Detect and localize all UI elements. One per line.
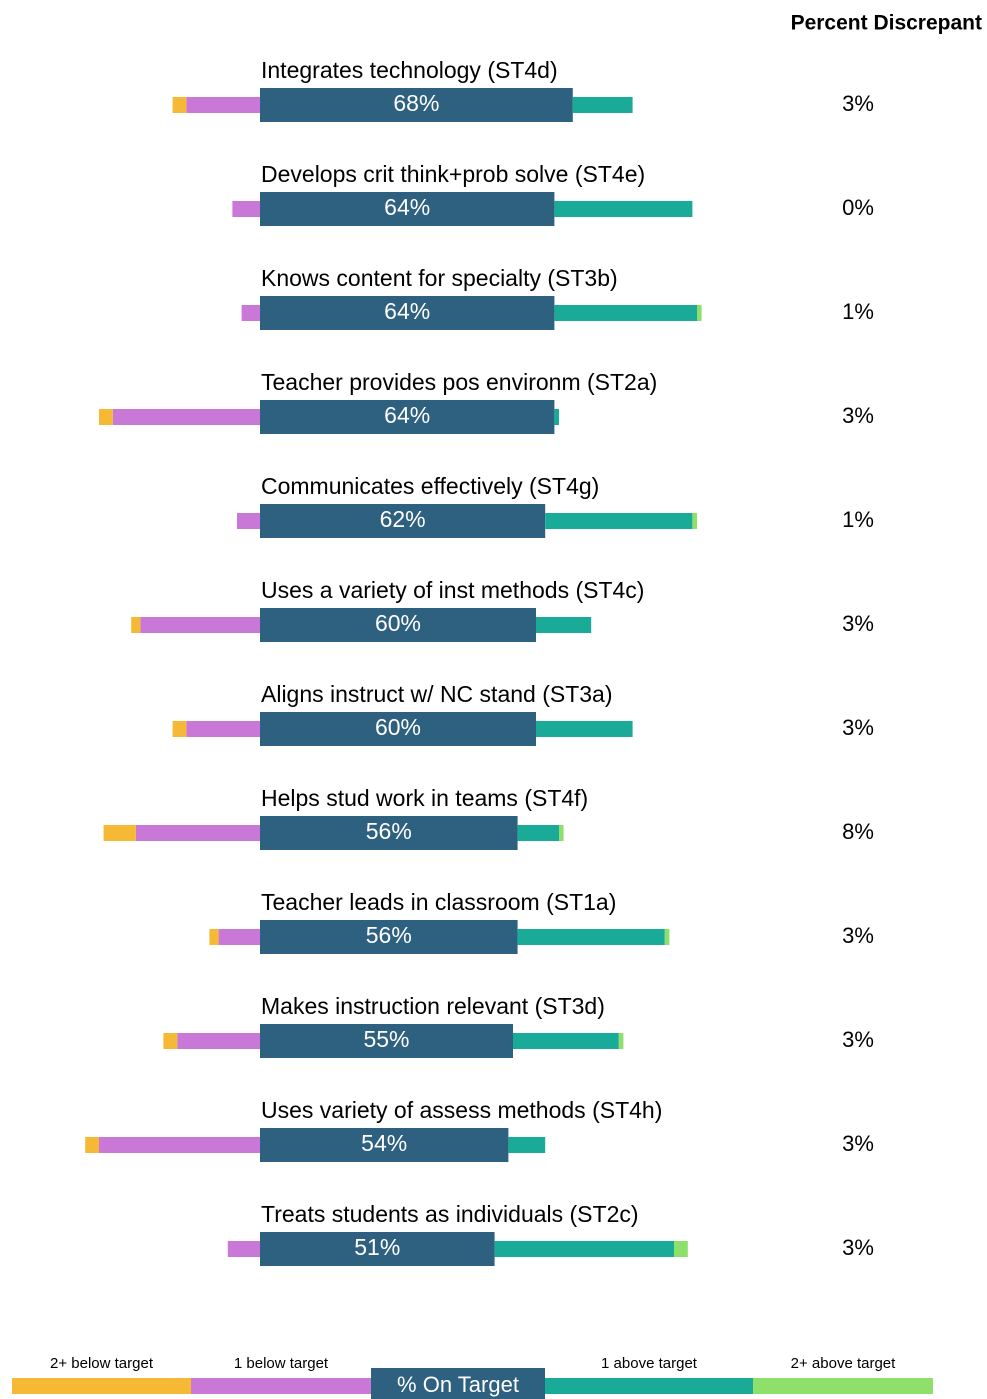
discrepant-value: 3%	[842, 91, 874, 116]
on-target-bar	[260, 296, 555, 330]
below-segment	[163, 1033, 178, 1049]
category-label: Aligns instruct w/ NC stand (ST3a)	[261, 681, 613, 707]
on-target-bar	[260, 1024, 513, 1058]
below-segment	[103, 825, 136, 841]
category-label: Teacher leads in classroom (ST1a)	[261, 889, 616, 915]
below-segment	[112, 409, 260, 425]
on-target-label: 60%	[375, 610, 421, 636]
below-segment	[186, 721, 260, 737]
above-segment	[494, 1241, 674, 1257]
above-segment	[618, 1033, 624, 1049]
discrepant-title: Percent Discrepant	[791, 12, 982, 35]
discrepant-value: 3%	[842, 1131, 874, 1156]
below-segment	[209, 929, 219, 945]
on-target-bar	[260, 400, 555, 434]
legend-swatch	[545, 1378, 753, 1394]
below-segment	[99, 1137, 260, 1153]
category-label: Helps stud work in teams (ST4f)	[261, 785, 588, 811]
below-segment	[232, 201, 260, 217]
below-segment	[131, 617, 141, 633]
on-target-label: 55%	[363, 1026, 409, 1052]
below-segment	[172, 97, 187, 113]
below-segment	[218, 929, 260, 945]
on-target-label: 64%	[384, 194, 430, 220]
category-label: Treats students as individuals (ST2c)	[261, 1201, 639, 1227]
legend-label: 1 above target	[601, 1355, 698, 1372]
on-target-label: 56%	[366, 922, 412, 948]
legend-label: 1 below target	[234, 1355, 329, 1372]
on-target-label: 64%	[384, 298, 430, 324]
legend-swatch	[12, 1378, 191, 1394]
category-label: Develops crit think+prob solve (ST4e)	[261, 161, 645, 187]
category-label: Uses a variety of inst methods (ST4c)	[261, 577, 644, 603]
category-label: Teacher provides pos environm (ST2a)	[261, 369, 657, 395]
below-segment	[172, 721, 187, 737]
below-segment	[177, 1033, 260, 1049]
on-target-label: 51%	[354, 1234, 400, 1260]
on-target-bar	[260, 88, 573, 122]
discrepant-value: 1%	[842, 507, 874, 532]
below-segment	[186, 97, 260, 113]
above-segment	[545, 513, 693, 529]
discrepant-value: 3%	[842, 403, 874, 428]
on-target-bar	[260, 608, 536, 642]
legend-swatch	[753, 1378, 933, 1394]
legend-label: 2+ below target	[50, 1355, 154, 1372]
above-segment	[559, 825, 564, 841]
above-segment	[554, 305, 697, 321]
above-segment	[664, 929, 670, 945]
below-segment	[135, 825, 260, 841]
above-segment	[554, 201, 693, 217]
below-segment	[237, 513, 260, 529]
below-segment	[227, 1241, 260, 1257]
above-segment	[536, 721, 633, 737]
discrepant-value: 8%	[842, 819, 874, 844]
above-segment	[517, 929, 665, 945]
discrepant-value: 0%	[842, 195, 874, 220]
on-target-label: 62%	[380, 506, 426, 532]
above-segment	[692, 513, 697, 529]
above-segment	[508, 1137, 546, 1153]
below-segment	[99, 409, 113, 425]
on-target-bar	[260, 1128, 509, 1162]
discrepant-value: 3%	[842, 611, 874, 636]
on-target-bar	[260, 504, 546, 538]
above-segment	[554, 409, 559, 425]
on-target-bar	[260, 1232, 495, 1266]
discrepant-value: 3%	[842, 1235, 874, 1260]
discrepant-value: 1%	[842, 299, 874, 324]
above-segment	[697, 305, 702, 321]
discrepant-value: 3%	[842, 715, 874, 740]
above-segment	[674, 1241, 688, 1257]
discrepant-value: 3%	[842, 923, 874, 948]
category-label: Integrates technology (ST4d)	[261, 57, 558, 83]
below-segment	[241, 305, 260, 321]
above-segment	[572, 97, 633, 113]
discrepant-value: 3%	[842, 1027, 874, 1052]
legend-swatch	[191, 1378, 371, 1394]
on-target-bar	[260, 920, 518, 954]
on-target-bar	[260, 712, 536, 746]
category-label: Knows content for specialty (ST3b)	[261, 265, 618, 291]
on-target-label: 54%	[361, 1130, 407, 1156]
on-target-label: 56%	[366, 818, 412, 844]
legend-swatch	[371, 1368, 545, 1399]
legend-label: % On Target	[397, 1372, 519, 1397]
above-segment	[536, 617, 592, 633]
on-target-bar	[260, 816, 518, 850]
on-target-bar	[260, 192, 555, 226]
above-segment	[513, 1033, 619, 1049]
below-segment	[140, 617, 260, 633]
on-target-label: 60%	[375, 714, 421, 740]
on-target-label: 68%	[393, 90, 439, 116]
category-label: Uses variety of assess methods (ST4h)	[261, 1097, 662, 1123]
above-segment	[517, 825, 559, 841]
below-segment	[85, 1137, 99, 1153]
category-label: Communicates effectively (ST4g)	[261, 473, 599, 499]
legend-label: 2+ above target	[791, 1355, 896, 1372]
on-target-label: 64%	[384, 402, 430, 428]
category-label: Makes instruction relevant (ST3d)	[261, 993, 605, 1019]
